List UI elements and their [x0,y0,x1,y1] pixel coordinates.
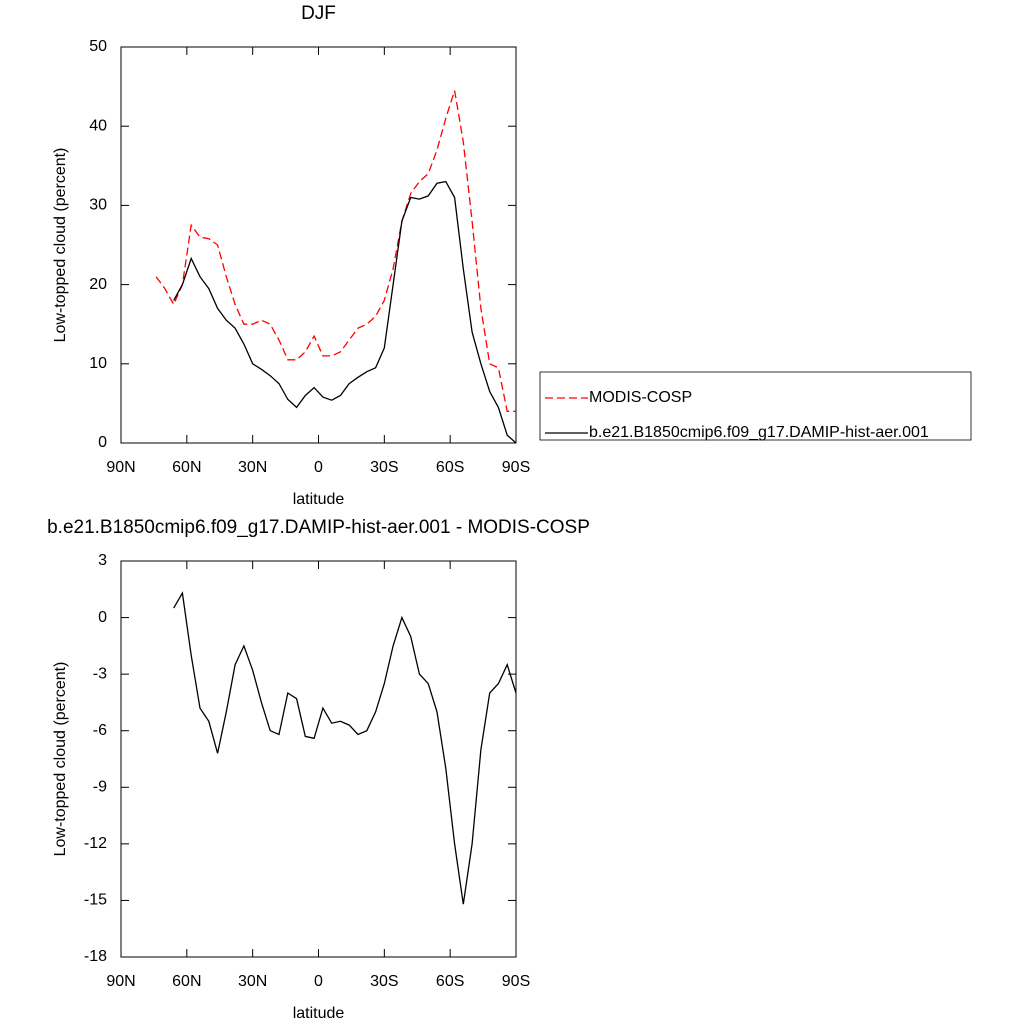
chart-title: b.e21.B1850cmip6.f09_g17.DAMIP-hist-aer.… [47,517,590,538]
x-tick-label: 0 [314,973,323,990]
x-tick-label: 90S [502,459,530,476]
data-line [155,90,516,412]
x-tick-label: 30N [238,973,267,990]
y-tick-label: 3 [98,552,107,569]
x-tick-label: 30S [370,973,398,990]
y-tick-label: -12 [84,835,107,852]
data-line [173,591,517,905]
x-tick-label: 30S [370,459,398,476]
x-tick-label: 90N [106,459,135,476]
y-tick-label: -15 [84,892,107,909]
y-tick-label: -6 [93,722,107,739]
y-tick-label: 30 [89,197,107,214]
legend-box [539,371,972,441]
x-tick-label: 30N [238,459,267,476]
x-tick-label: 60N [172,973,201,990]
y-tick-label: 0 [98,434,107,451]
x-tick-label: 90N [106,973,135,990]
legend-label: b.e21.B1850cmip6.f09_g17.DAMIP-hist-aer.… [589,424,929,441]
y-tick-label: 10 [89,355,107,372]
x-axis-label: latitude [293,491,345,508]
y-axis-label: Low-topped cloud (percent) [52,662,69,857]
x-tick-label: 60S [436,973,464,990]
y-tick-label: -3 [93,665,107,682]
y-tick-label: 50 [89,38,107,55]
plot-frame [120,560,517,958]
x-tick-label: 90S [502,973,530,990]
x-tick-label: 0 [314,459,323,476]
x-tick-label: 60S [436,459,464,476]
y-tick-label: 0 [98,609,107,626]
data-line [173,180,517,444]
chart-title: DJF [301,3,336,24]
y-tick-label: -18 [84,948,107,965]
x-tick-label: 60N [172,459,201,476]
y-tick-label: -9 [93,779,107,796]
y-tick-label: 40 [89,117,107,134]
legend-label: MODIS-COSP [589,389,692,406]
x-axis-label: latitude [293,1005,345,1022]
y-tick-label: 20 [89,276,107,293]
y-axis-label: Low-topped cloud (percent) [52,148,69,343]
